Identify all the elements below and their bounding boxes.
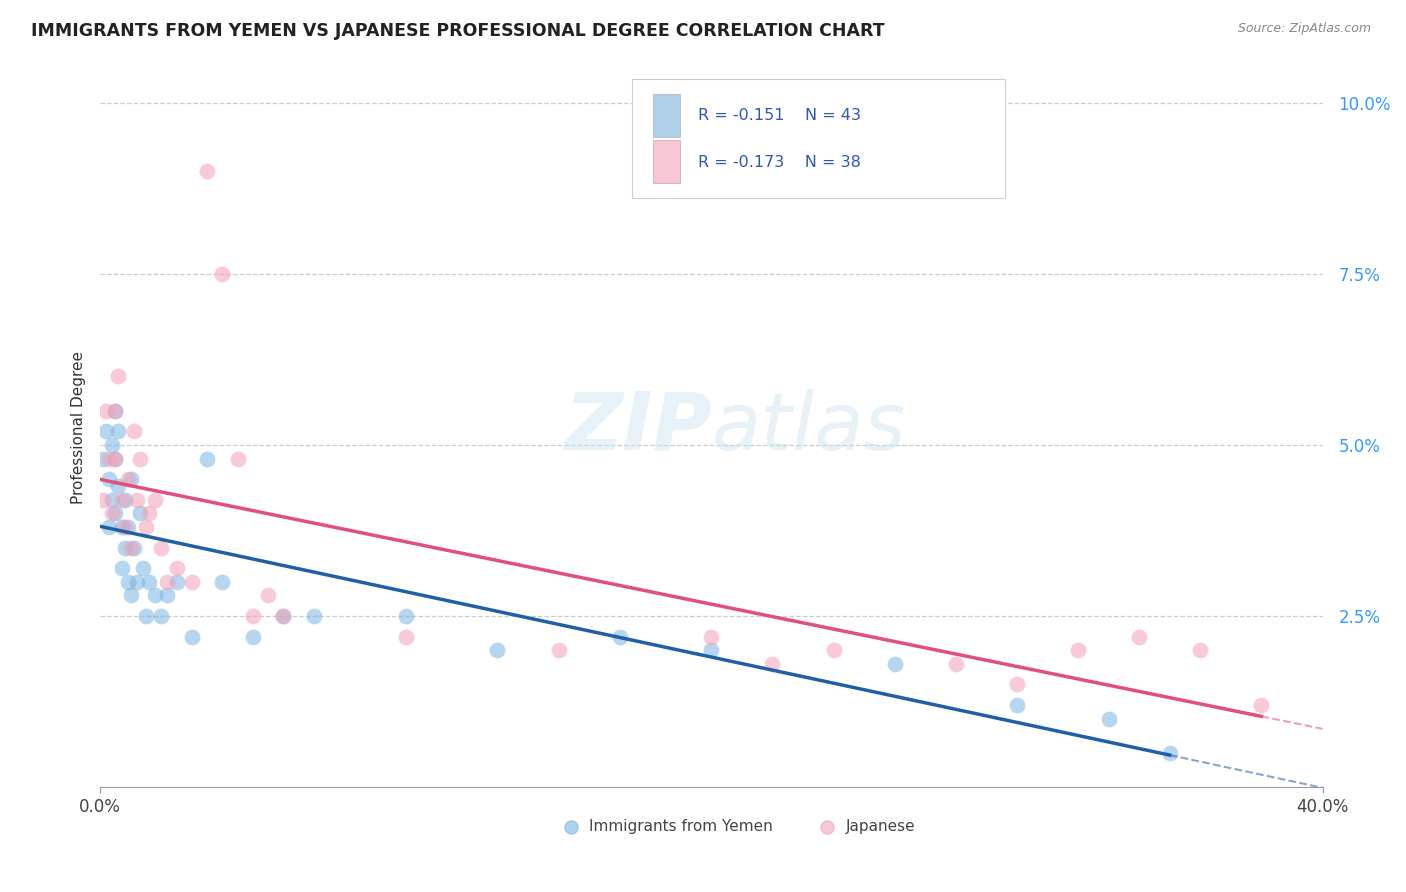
- Point: [120, 541, 142, 555]
- Point: [98, 472, 121, 486]
- Bar: [652, 140, 679, 184]
- Point: [1067, 643, 1090, 657]
- Point: [98, 520, 121, 534]
- Point: [226, 451, 249, 466]
- Point: [91, 492, 114, 507]
- Point: [143, 589, 166, 603]
- Point: [107, 369, 129, 384]
- Text: Source: ZipAtlas.com: Source: ZipAtlas.com: [1237, 22, 1371, 36]
- Point: [195, 451, 218, 466]
- Point: [1250, 698, 1272, 712]
- Point: [195, 164, 218, 178]
- Point: [114, 520, 136, 534]
- Text: R = -0.151    N = 43: R = -0.151 N = 43: [697, 108, 860, 123]
- Point: [700, 643, 723, 657]
- Point: [1005, 677, 1028, 691]
- Point: [128, 451, 150, 466]
- Point: [700, 630, 723, 644]
- Point: [96, 403, 118, 417]
- Point: [823, 643, 845, 657]
- Point: [166, 574, 188, 589]
- Point: [122, 541, 145, 555]
- Point: [211, 267, 233, 281]
- Point: [945, 657, 967, 671]
- Point: [101, 507, 124, 521]
- Point: [242, 630, 264, 644]
- Point: [122, 424, 145, 438]
- Point: [104, 507, 127, 521]
- Text: IMMIGRANTS FROM YEMEN VS JAPANESE PROFESSIONAL DEGREE CORRELATION CHART: IMMIGRANTS FROM YEMEN VS JAPANESE PROFES…: [31, 22, 884, 40]
- Point: [211, 574, 233, 589]
- Point: [166, 561, 188, 575]
- Point: [101, 492, 124, 507]
- Point: [150, 541, 173, 555]
- Point: [395, 609, 418, 624]
- Point: [114, 492, 136, 507]
- Point: [486, 643, 509, 657]
- Point: [1097, 712, 1119, 726]
- Point: [242, 609, 264, 624]
- Point: [125, 574, 148, 589]
- Point: [110, 492, 132, 507]
- Point: [138, 507, 160, 521]
- Point: [609, 630, 631, 644]
- Point: [135, 609, 157, 624]
- Point: [120, 472, 142, 486]
- Text: Japanese: Japanese: [846, 819, 915, 834]
- FancyBboxPatch shape: [631, 79, 1005, 198]
- Point: [273, 609, 295, 624]
- Point: [98, 451, 121, 466]
- Text: ZIP: ZIP: [564, 389, 711, 467]
- Point: [273, 609, 295, 624]
- Point: [117, 520, 139, 534]
- Point: [1005, 698, 1028, 712]
- Y-axis label: Professional Degree: Professional Degree: [72, 351, 86, 504]
- Text: Immigrants from Yemen: Immigrants from Yemen: [589, 819, 773, 834]
- Point: [128, 507, 150, 521]
- Point: [120, 589, 142, 603]
- Point: [135, 520, 157, 534]
- Point: [395, 630, 418, 644]
- Point: [150, 609, 173, 624]
- Point: [91, 451, 114, 466]
- Point: [302, 609, 325, 624]
- Point: [104, 403, 127, 417]
- Point: [96, 424, 118, 438]
- Point: [104, 451, 127, 466]
- Point: [156, 574, 179, 589]
- Point: [101, 438, 124, 452]
- Point: [761, 657, 783, 671]
- Point: [257, 589, 280, 603]
- Point: [114, 541, 136, 555]
- Text: atlas: atlas: [711, 389, 905, 467]
- Point: [107, 479, 129, 493]
- Point: [1189, 643, 1212, 657]
- Point: [1159, 746, 1181, 760]
- Point: [180, 574, 202, 589]
- Point: [883, 657, 905, 671]
- Point: [143, 492, 166, 507]
- Point: [117, 574, 139, 589]
- Point: [104, 451, 127, 466]
- Point: [1128, 630, 1150, 644]
- Point: [180, 630, 202, 644]
- Point: [547, 643, 569, 657]
- Point: [110, 520, 132, 534]
- Point: [156, 589, 179, 603]
- Point: [125, 492, 148, 507]
- Point: [104, 403, 127, 417]
- Point: [117, 472, 139, 486]
- Point: [132, 561, 155, 575]
- Text: R = -0.173    N = 38: R = -0.173 N = 38: [697, 155, 860, 170]
- Point: [138, 574, 160, 589]
- Bar: [652, 94, 679, 136]
- Point: [110, 561, 132, 575]
- Point: [107, 424, 129, 438]
